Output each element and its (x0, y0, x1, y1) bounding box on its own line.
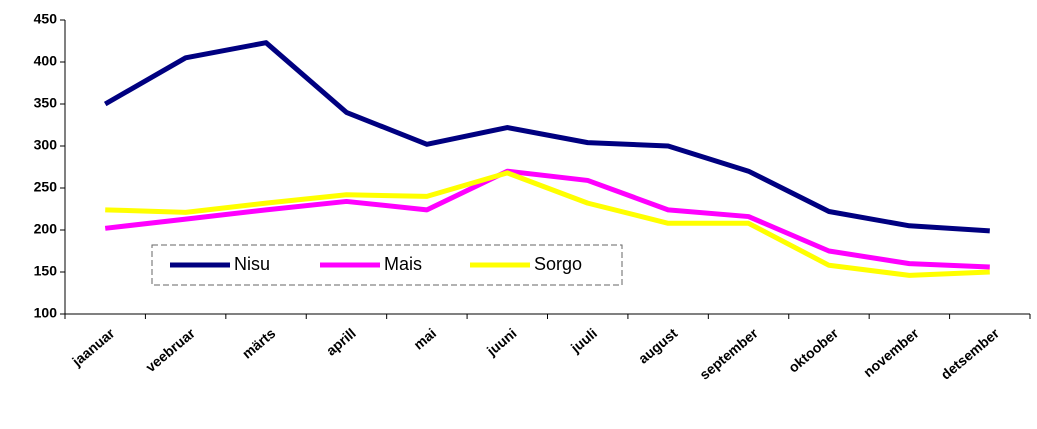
x-tick-label: november (860, 325, 922, 381)
y-tick-label: 100 (34, 305, 58, 321)
y-tick-label: 200 (34, 221, 58, 237)
y-tick-label: 250 (34, 179, 58, 195)
y-tick-label: 150 (34, 263, 58, 279)
legend-box (151, 244, 623, 286)
legend-label: Nisu (234, 254, 270, 274)
y-tick-label: 300 (34, 137, 58, 153)
x-tick-label: veebruar (142, 325, 198, 376)
series-line (104, 168, 990, 270)
x-tick-label: jaanuar (68, 325, 118, 370)
x-tick-label: oktoober (785, 325, 842, 376)
x-tick-label: märts (239, 325, 279, 362)
x-tick-label: mai (410, 325, 439, 353)
y-tick-label: 400 (34, 53, 58, 69)
x-tick-label: aprill (323, 325, 359, 359)
x-tick-label: juuli (567, 325, 600, 356)
series-line (105, 170, 990, 278)
x-tick-label: juuni (483, 325, 520, 359)
legend-label: Sorgo (534, 254, 582, 274)
x-tick-label: detsember (938, 325, 1003, 383)
legend-label: Mais (384, 254, 422, 274)
series-line (103, 40, 990, 234)
x-tick-label: august (635, 325, 681, 367)
y-tick-label: 350 (34, 95, 58, 111)
x-tick-label: september (696, 325, 761, 383)
y-tick-label: 450 (34, 11, 58, 27)
